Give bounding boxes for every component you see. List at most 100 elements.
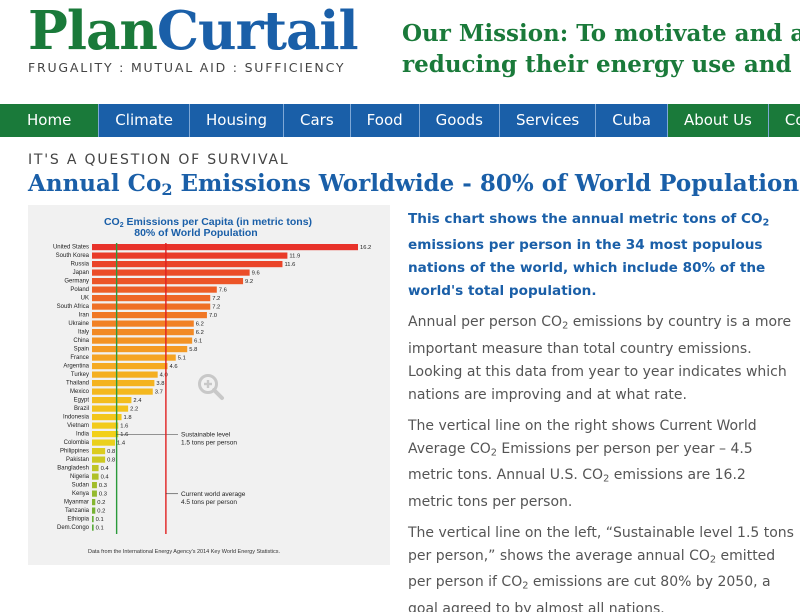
value-label: 0.1 <box>96 517 104 523</box>
site-header: PlanCurtail FRUGALITY : MUTUAL AID : SUF… <box>0 0 800 98</box>
category-label: Iran <box>79 313 89 319</box>
bar <box>92 388 153 395</box>
nav-food[interactable]: Food <box>351 104 420 137</box>
bar <box>92 482 97 489</box>
value-label: 16.2 <box>360 245 371 251</box>
logo-curtail-text[interactable]: Curtail <box>156 0 359 62</box>
bar <box>92 363 168 370</box>
nav-goods[interactable]: Goods <box>420 104 500 137</box>
bar <box>92 278 244 285</box>
category-label: Myanmar <box>64 500 89 506</box>
bar <box>92 431 119 438</box>
bar <box>92 448 106 455</box>
bar <box>92 490 97 497</box>
bar <box>92 269 250 276</box>
value-label: 1.4 <box>117 441 126 447</box>
reference-label: Sustainable level <box>181 431 231 438</box>
value-label: 4.0 <box>160 373 168 379</box>
value-label: 0.2 <box>97 509 105 515</box>
site-tagline: FRUGALITY : MUTUAL AID : SUFFICIENCY <box>28 60 346 75</box>
nav-contact[interactable]: Conta <box>768 104 800 137</box>
category-label: Egypt <box>74 398 90 404</box>
value-label: 3.7 <box>155 390 163 396</box>
value-label: 7.0 <box>209 313 217 319</box>
paragraph-1: Annual per person CO2 emissions by count… <box>408 314 792 403</box>
category-label: Vietnam <box>67 423 89 429</box>
bar <box>92 252 288 259</box>
bar <box>92 320 194 327</box>
value-label: 11.6 <box>284 262 295 268</box>
paragraph-3: The vertical line on the left, “Sustaina… <box>408 524 794 612</box>
paragraph-2: The vertical line on the right shows Cur… <box>408 417 757 510</box>
category-label: Sudan <box>72 483 89 489</box>
bar <box>92 346 188 353</box>
bar <box>92 371 158 378</box>
category-label: Ukraine <box>68 321 89 327</box>
nav-climate[interactable]: Climate <box>99 104 191 137</box>
bar <box>92 524 94 531</box>
bar <box>92 380 155 387</box>
bar <box>92 329 194 336</box>
nav-about-us[interactable]: About Us <box>667 104 769 137</box>
nav-cuba[interactable]: Cuba <box>596 104 668 137</box>
value-label: 3.8 <box>156 381 164 387</box>
bar <box>92 422 119 429</box>
category-label: Colombia <box>64 440 90 446</box>
bar <box>92 473 99 480</box>
value-label: 11.9 <box>289 254 300 260</box>
bar <box>92 516 94 523</box>
bar <box>92 465 99 472</box>
bar <box>92 312 207 319</box>
value-label: 2.4 <box>133 398 142 404</box>
category-label: Italy <box>78 330 89 336</box>
bars-layer: United States 16.2 South Korea 11.9 Russia 11… <box>53 244 371 532</box>
mission-statement: Our Mission: To motivate and aid p reduc… <box>402 18 800 80</box>
bar <box>92 499 96 506</box>
intro-paragraph: This chart shows the annual metric tons … <box>408 211 770 300</box>
category-label: UK <box>81 296 89 302</box>
value-label: 9.6 <box>252 271 260 277</box>
title-sub: 2 <box>161 180 173 200</box>
nav-housing[interactable]: Housing <box>190 104 285 137</box>
category-label: China <box>73 338 89 344</box>
category-label: Kenya <box>72 491 90 497</box>
category-label: Brazil <box>74 406 89 412</box>
value-label: 0.4 <box>101 475 110 481</box>
category-label: Ethiopia <box>67 517 89 523</box>
article-text: This chart shows the annual metric tons … <box>408 208 794 612</box>
bar <box>92 303 211 310</box>
nav-services[interactable]: Services <box>500 104 597 137</box>
category-label: Japan <box>73 270 89 276</box>
value-label: 0.8 <box>107 458 115 464</box>
category-label: Mexico <box>70 389 90 395</box>
value-label: 0.4 <box>101 466 110 472</box>
mission-line-2: reducing their energy use and CO <box>402 51 800 78</box>
nav-cars[interactable]: Cars <box>284 104 351 137</box>
category-label: South Africa <box>57 304 90 310</box>
reference-label: 4.5 tons per person <box>181 499 237 506</box>
mission-line-1: Our Mission: To motivate and aid p <box>402 20 800 47</box>
chart-svg: CO2 Emissions per Capita (in metric tons… <box>53 216 371 555</box>
value-label: 0.3 <box>99 492 107 498</box>
category-label: Nigeria <box>70 474 90 480</box>
bar <box>92 507 96 514</box>
reference-label: 1.5 tons per person <box>181 439 237 446</box>
logo-plan-text[interactable]: Plan <box>28 0 158 62</box>
category-label: Russia <box>71 262 90 268</box>
bar <box>92 244 358 251</box>
value-label: 1.6 <box>120 424 128 430</box>
site-logo[interactable]: PlanCurtail FRUGALITY : MUTUAL AID : SUF… <box>28 0 359 75</box>
value-label: 6.1 <box>194 339 202 345</box>
chart-title: CO2 Emissions per Capita (in metric tons… <box>104 216 312 229</box>
bar <box>92 337 193 344</box>
value-label: 4.6 <box>170 364 178 370</box>
category-label: Argentina <box>63 364 89 370</box>
value-label: 0.2 <box>97 500 105 506</box>
category-label: Philippines <box>60 449 89 455</box>
category-label: Bangladesh <box>57 466 89 472</box>
zoom-in-icon[interactable] <box>196 372 226 402</box>
bar <box>92 414 122 421</box>
nav-home[interactable]: Home <box>0 104 100 137</box>
co2-chart[interactable]: CO2 Emissions per Capita (in metric tons… <box>28 205 390 565</box>
